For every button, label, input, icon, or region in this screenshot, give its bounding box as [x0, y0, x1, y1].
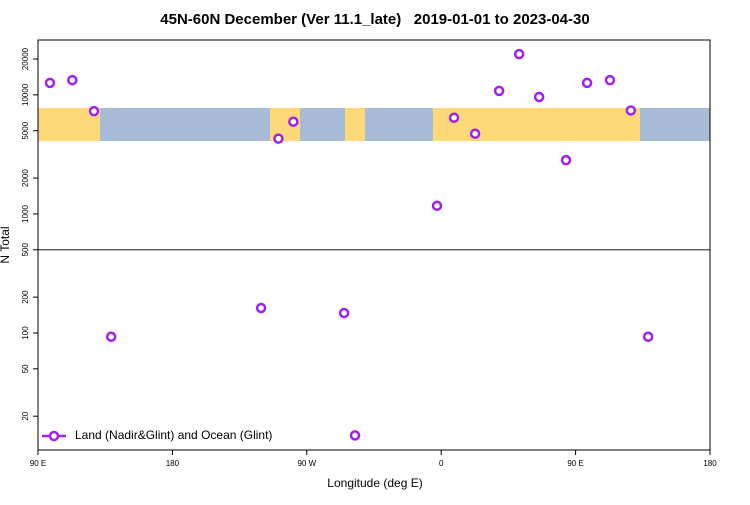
y-tick-label: 10000 — [21, 83, 30, 106]
point — [642, 331, 654, 342]
ocean — [365, 108, 433, 141]
plot-frame — [37, 39, 711, 451]
y-tick-label: 20000 — [21, 47, 30, 70]
point — [88, 105, 100, 117]
x-axis-label: Longitude (deg E) — [327, 476, 422, 490]
x-tick-label: 90 E — [567, 459, 583, 468]
legend-label: Land (Nadir&Glint) and Ocean (Glint) — [75, 428, 272, 442]
y-tick-label: 200 — [21, 290, 30, 304]
chart-title: 45N-60N December (Ver 11.1_late) 2019-01… — [160, 11, 589, 28]
point — [469, 128, 481, 139]
y-tick-label: 100 — [21, 326, 30, 340]
point — [581, 77, 593, 89]
ocean — [100, 108, 270, 141]
point — [431, 200, 443, 212]
x-tick-label: 0 — [439, 459, 444, 468]
point — [288, 116, 299, 127]
y-tick-label: 1000 — [21, 204, 30, 222]
point — [448, 112, 460, 123]
x-tick-label: 90 E — [30, 459, 46, 468]
point — [604, 74, 616, 86]
point — [493, 85, 505, 97]
point — [513, 48, 525, 60]
point — [44, 77, 56, 89]
point — [533, 91, 545, 103]
x-tick-label: 90 W — [297, 459, 316, 468]
y-tick-label: 500 — [21, 243, 30, 257]
ocean — [640, 108, 710, 141]
point — [625, 105, 637, 116]
x-tick-label: 180 — [703, 459, 717, 468]
x-tick-label: 180 — [166, 459, 180, 468]
legend-marker — [48, 430, 60, 442]
y-tick-label: 2000 — [21, 169, 30, 187]
y-tick-label: 20 — [21, 411, 30, 420]
point — [338, 307, 350, 319]
point — [105, 331, 117, 342]
point — [273, 133, 284, 144]
y-axis-label: N Total — [0, 226, 12, 263]
point — [255, 302, 267, 314]
point — [349, 430, 361, 441]
ocean — [300, 108, 345, 141]
y-tick-label: 5000 — [21, 121, 30, 139]
map-band — [38, 108, 710, 141]
y-tick-label: 50 — [21, 364, 30, 373]
point — [67, 74, 78, 86]
point — [560, 154, 572, 166]
